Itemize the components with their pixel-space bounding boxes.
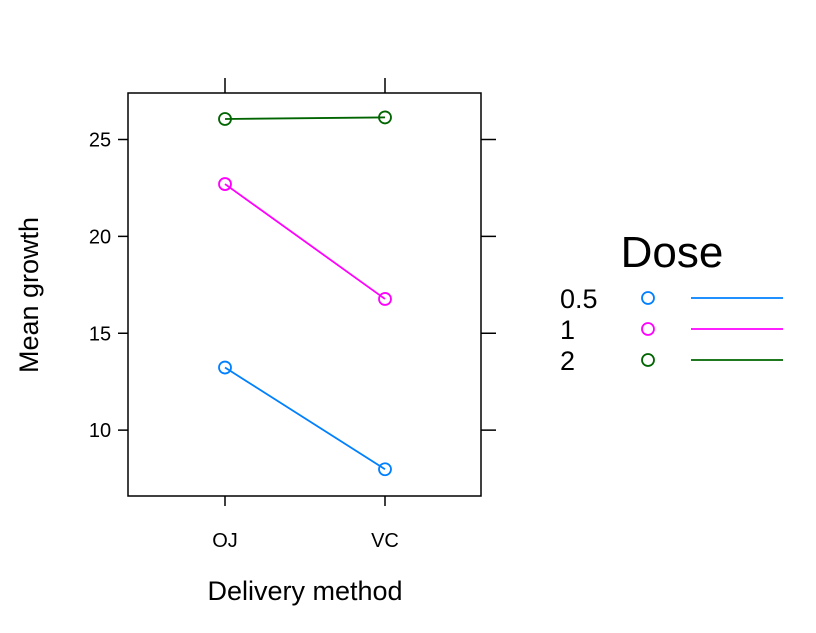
data-point-0.5 — [378, 462, 392, 477]
series-line-0.5 — [224, 366, 386, 471]
data-point-2 — [218, 112, 232, 126]
y-tick-label: 15 — [89, 323, 111, 345]
legend-label-0.5: 0.5 — [560, 284, 598, 314]
legend: 0.512 — [560, 284, 783, 376]
y-tick-label: 25 — [89, 130, 111, 152]
legend-label-1: 1 — [560, 315, 575, 345]
data-point-0.5 — [218, 360, 232, 375]
data-point-2 — [378, 110, 392, 125]
legend-marker-2 — [641, 353, 655, 367]
y-axis-title: Mean growth — [14, 217, 44, 373]
axis-ticks: 10 15 20 25 OJ VC — [89, 78, 496, 552]
plot-panel — [127, 92, 482, 497]
x-tick-label: OJ — [212, 530, 238, 552]
series-line-1 — [224, 183, 386, 300]
y-tick-label: 20 — [89, 226, 111, 248]
legend-marker-1 — [641, 322, 655, 336]
series-marks — [218, 110, 392, 477]
legend-title: Dose — [621, 228, 724, 277]
x-axis-title: Delivery method — [207, 576, 402, 606]
legend-label-2: 2 — [560, 346, 575, 376]
data-point-1 — [218, 177, 232, 191]
legend-marker-0.5 — [641, 291, 655, 305]
x-tick-label: VC — [371, 530, 399, 552]
y-tick-label: 10 — [89, 420, 111, 442]
data-point-1 — [378, 292, 392, 306]
series-line-2 — [224, 116, 386, 120]
